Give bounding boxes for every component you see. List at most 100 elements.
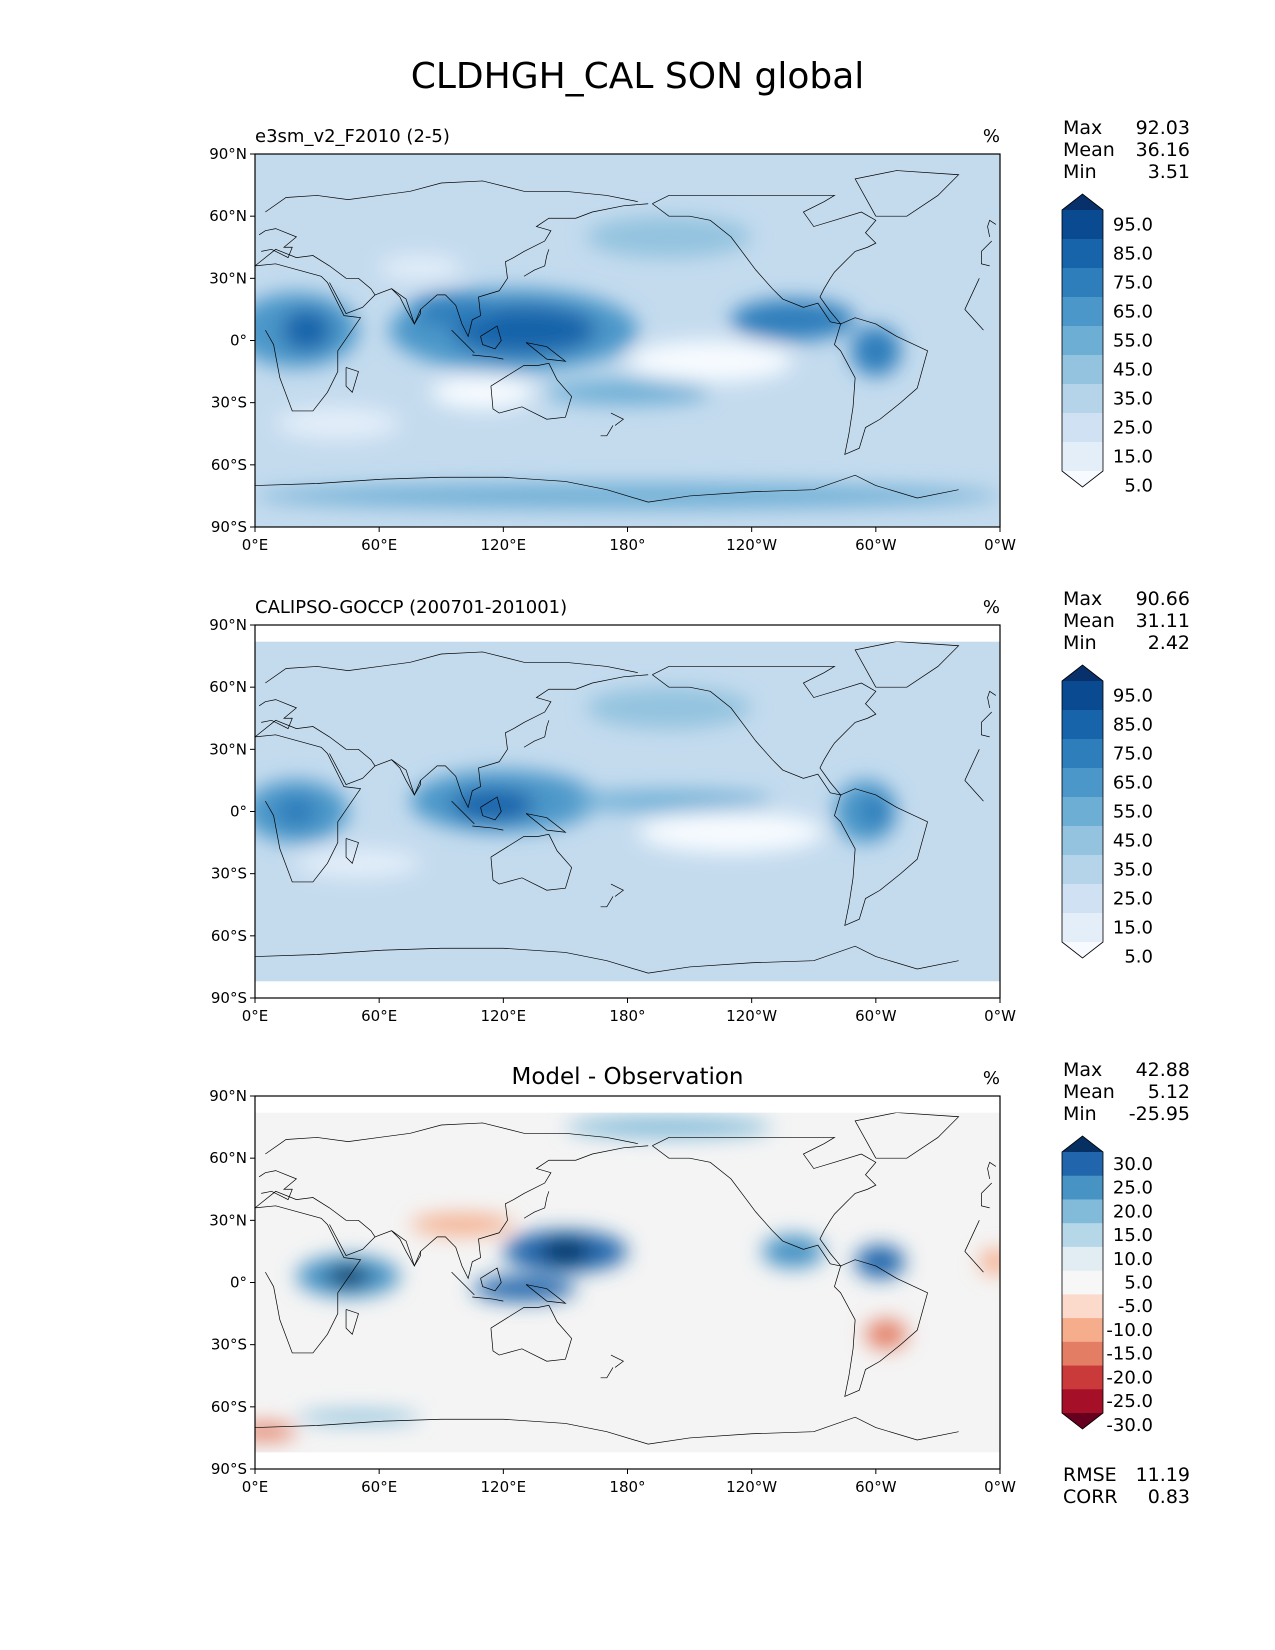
stat-value: 31.11 (1136, 610, 1190, 632)
lat-tick-label: 90°S (211, 1460, 247, 1478)
field-contour-14 (275, 406, 400, 440)
lat-tick-label: 0° (230, 1274, 247, 1292)
field-contour-2 (327, 1265, 369, 1287)
colorbar-segment (1062, 913, 1103, 943)
coastline-10 (525, 1284, 567, 1304)
colorbar-tick-label: 5.0 (1124, 947, 1153, 968)
colorbar-tick-label: 85.0 (1113, 715, 1153, 736)
colorbar-outline (1061, 193, 1104, 488)
data-field (255, 1112, 1000, 1453)
coastline-6 (523, 1191, 550, 1219)
stat-value: 3.51 (1148, 161, 1190, 183)
field-contour-7 (851, 325, 901, 376)
field-contour-8 (637, 811, 825, 853)
coastline-18 (258, 699, 992, 738)
colorbar-segment (1062, 797, 1103, 827)
metric-value: 0.83 (1148, 1486, 1190, 1508)
coastline-18 (258, 228, 992, 267)
lon-tick-label: 120°E (481, 1478, 527, 1496)
colorbar-tick-label: 95.0 (1113, 215, 1153, 236)
stat-value: 42.88 (1136, 1059, 1190, 1081)
stat-label: Min (1063, 1103, 1097, 1125)
coastlines (255, 170, 997, 503)
stat-value: 2.42 (1148, 632, 1190, 654)
field-contour-6 (730, 299, 856, 341)
colorbar-tick-label: 20.0 (1113, 1201, 1153, 1222)
stat-label: Max (1063, 117, 1102, 139)
coastline-4 (329, 282, 376, 314)
coastline-6 (523, 720, 550, 748)
field-contour-5 (565, 790, 773, 812)
field-contour-5 (472, 1276, 576, 1302)
field-contour-6 (762, 1234, 825, 1268)
lon-tick-label: 180° (609, 1007, 645, 1025)
map-panel-2: 90°N 60°N 30°N 0° 30°S 60°S 90°S0°E 60°E 120°E 18… (209, 588, 1190, 1025)
coastline-2 (255, 203, 649, 338)
coastline-4 (329, 1224, 376, 1256)
coastline-14 (652, 195, 877, 325)
colorbar-segment (1062, 1199, 1103, 1224)
coastline-16 (834, 1259, 928, 1398)
colorbar-segment (1062, 681, 1103, 711)
lon-tick-label: 180° (609, 1478, 645, 1496)
lat-tick-label: 30°S (211, 394, 247, 412)
stat-label: Min (1063, 632, 1097, 654)
lat-tick-label: 60°S (211, 927, 247, 945)
lat-tick-label: 90°N (209, 1087, 247, 1105)
stat-value: -25.95 (1129, 1103, 1190, 1125)
stat-label: Min (1063, 161, 1097, 183)
lat-tick-label: 30°N (209, 1211, 247, 1229)
metric-label: RMSE (1063, 1464, 1117, 1486)
field-contour-9 (865, 1319, 907, 1349)
map-panel-1: 90°N 60°N 30°N 0° 30°S 60°S 90°S0°E 60°E 120°E 18… (209, 117, 1190, 554)
stat-label: Mean (1063, 610, 1115, 632)
colorbar-segment (1062, 355, 1103, 385)
colorbar-segment (1062, 268, 1103, 298)
field-contour-2 (275, 794, 318, 829)
colorbar-segment (1062, 210, 1103, 240)
colorbar-segment (1062, 1318, 1103, 1343)
coastline-3 (265, 651, 638, 684)
panel-label: e3sm_v2_F2010 (2-5) (255, 126, 450, 147)
colorbar-extend-top (1062, 1136, 1103, 1152)
colorbar-tick-label: -20.0 (1106, 1367, 1153, 1388)
coastline-2 (255, 674, 649, 809)
stat-label: Mean (1063, 139, 1115, 161)
colorbar-tick-label: 25.0 (1113, 1178, 1153, 1199)
coastline-16 (834, 788, 928, 927)
coastline-5 (391, 288, 421, 325)
coastline-7 (451, 1271, 475, 1296)
field-contour-2 (281, 309, 332, 351)
coastline-17 (255, 1416, 959, 1445)
field-contour-13 (565, 1116, 773, 1138)
coastline-11 (490, 362, 573, 420)
coastline-13 (600, 425, 614, 437)
colorbar-tick-label: -30.0 (1106, 1415, 1153, 1436)
lon-tick-label: 60°W (855, 1478, 897, 1496)
colorbar-tick-label: 45.0 (1113, 360, 1153, 381)
field-contour-13 (586, 216, 752, 258)
colorbar-outline (1061, 664, 1104, 959)
lon-tick-label: 120°E (481, 536, 527, 554)
colorbar-tick-label: 15.0 (1113, 447, 1153, 468)
metric-label: CORR (1063, 1486, 1118, 1508)
colorbar-segment (1062, 1270, 1103, 1295)
colorbar-tick-label: 25.0 (1113, 418, 1153, 439)
lon-tick-label: 60°E (361, 1007, 397, 1025)
colorbar-tick-label: 5.0 (1124, 1273, 1153, 1294)
colorbar-tick-label: 5.0 (1124, 476, 1153, 497)
stat-label: Mean (1063, 1081, 1115, 1103)
colorbar-extend-bottom (1062, 471, 1103, 487)
map-panel-3: 90°N 60°N 30°N 0° 30°S 60°S 90°S0°E 60°E 120°E 18… (209, 1059, 1190, 1508)
colorbar-segment (1062, 326, 1103, 356)
coastline-20 (345, 367, 359, 393)
lat-tick-label: 0° (230, 332, 247, 350)
coastline-1 (255, 263, 984, 412)
coastline-12 (610, 412, 625, 426)
field-contour-11 (544, 379, 711, 405)
data-field (255, 641, 1000, 982)
colorbar-segment (1062, 1175, 1103, 1200)
lat-tick-label: 60°S (211, 1398, 247, 1416)
lon-tick-label: 0°E (242, 536, 269, 554)
lon-tick-label: 180° (609, 536, 645, 554)
